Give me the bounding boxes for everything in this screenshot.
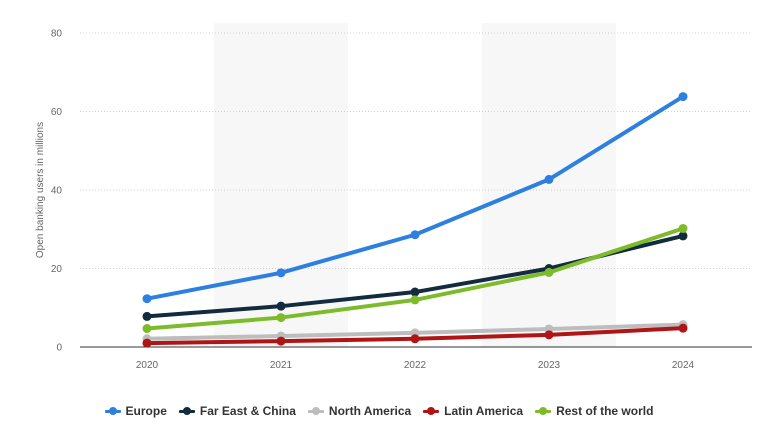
data-point[interactable]: [142, 294, 152, 304]
gridlines: [80, 32, 752, 348]
data-point[interactable]: [276, 336, 286, 346]
legend-swatch: [178, 406, 195, 416]
data-point[interactable]: [142, 338, 152, 348]
legend-label: Far East & China: [199, 404, 296, 418]
x-tick-label: 2022: [404, 360, 427, 371]
legend-label: Rest of the world: [556, 404, 654, 418]
x-tick-label: 2021: [270, 360, 293, 371]
x-tick-label: 2020: [136, 360, 159, 371]
legend-swatch: [535, 406, 552, 416]
legend-item[interactable]: North America: [307, 404, 412, 418]
data-point[interactable]: [142, 311, 152, 321]
y-tick-label: 20: [51, 264, 63, 275]
legend-swatch: [307, 406, 324, 416]
data-point[interactable]: [142, 324, 152, 334]
x-tick-label: 2023: [538, 360, 561, 371]
legend-item[interactable]: Far East & China: [178, 404, 296, 418]
legend-swatch: [104, 406, 121, 416]
legend-label: Latin America: [444, 404, 524, 418]
data-point[interactable]: [410, 295, 420, 305]
legend: Europe Far East & China North America Latin…: [0, 404, 758, 418]
y-tick-label: 40: [51, 186, 63, 197]
x-tick-label: 2024: [672, 360, 695, 371]
data-point[interactable]: [678, 231, 688, 241]
data-point[interactable]: [678, 223, 688, 233]
legend-label: Europe: [125, 404, 167, 418]
x-axis-ticks: 2020 2021 2022 2023 2024: [136, 360, 695, 371]
y-axis-title: Open banking users in millions: [35, 122, 46, 258]
data-point[interactable]: [410, 287, 420, 297]
legend-item[interactable]: Europe: [104, 404, 167, 418]
series-latin-america: [142, 323, 688, 348]
data-point[interactable]: [276, 313, 286, 323]
y-tick-label: 0: [56, 343, 62, 354]
legend-swatch: [423, 406, 440, 416]
column-bands: [214, 23, 616, 347]
legend-item[interactable]: Latin America: [423, 404, 523, 418]
column-band: [214, 23, 348, 347]
series-rest-of-the-world: [142, 223, 688, 334]
legend-item[interactable]: Rest of the world: [535, 404, 653, 418]
series-europe: [142, 92, 688, 304]
data-point[interactable]: [544, 330, 554, 340]
data-point[interactable]: [410, 334, 420, 344]
y-axis-ticks: 0 20 40 60 80: [51, 29, 63, 354]
y-tick-label: 60: [51, 107, 63, 118]
legend-label: North America: [328, 404, 412, 418]
data-point[interactable]: [276, 301, 286, 311]
data-point[interactable]: [410, 230, 420, 240]
data-point[interactable]: [544, 174, 554, 184]
column-band: [482, 23, 616, 347]
data-point[interactable]: [276, 268, 286, 278]
data-point[interactable]: [544, 267, 554, 277]
data-point[interactable]: [678, 323, 688, 333]
series-lines: [142, 92, 688, 348]
data-point[interactable]: [678, 92, 688, 102]
y-tick-label: 80: [51, 29, 63, 40]
